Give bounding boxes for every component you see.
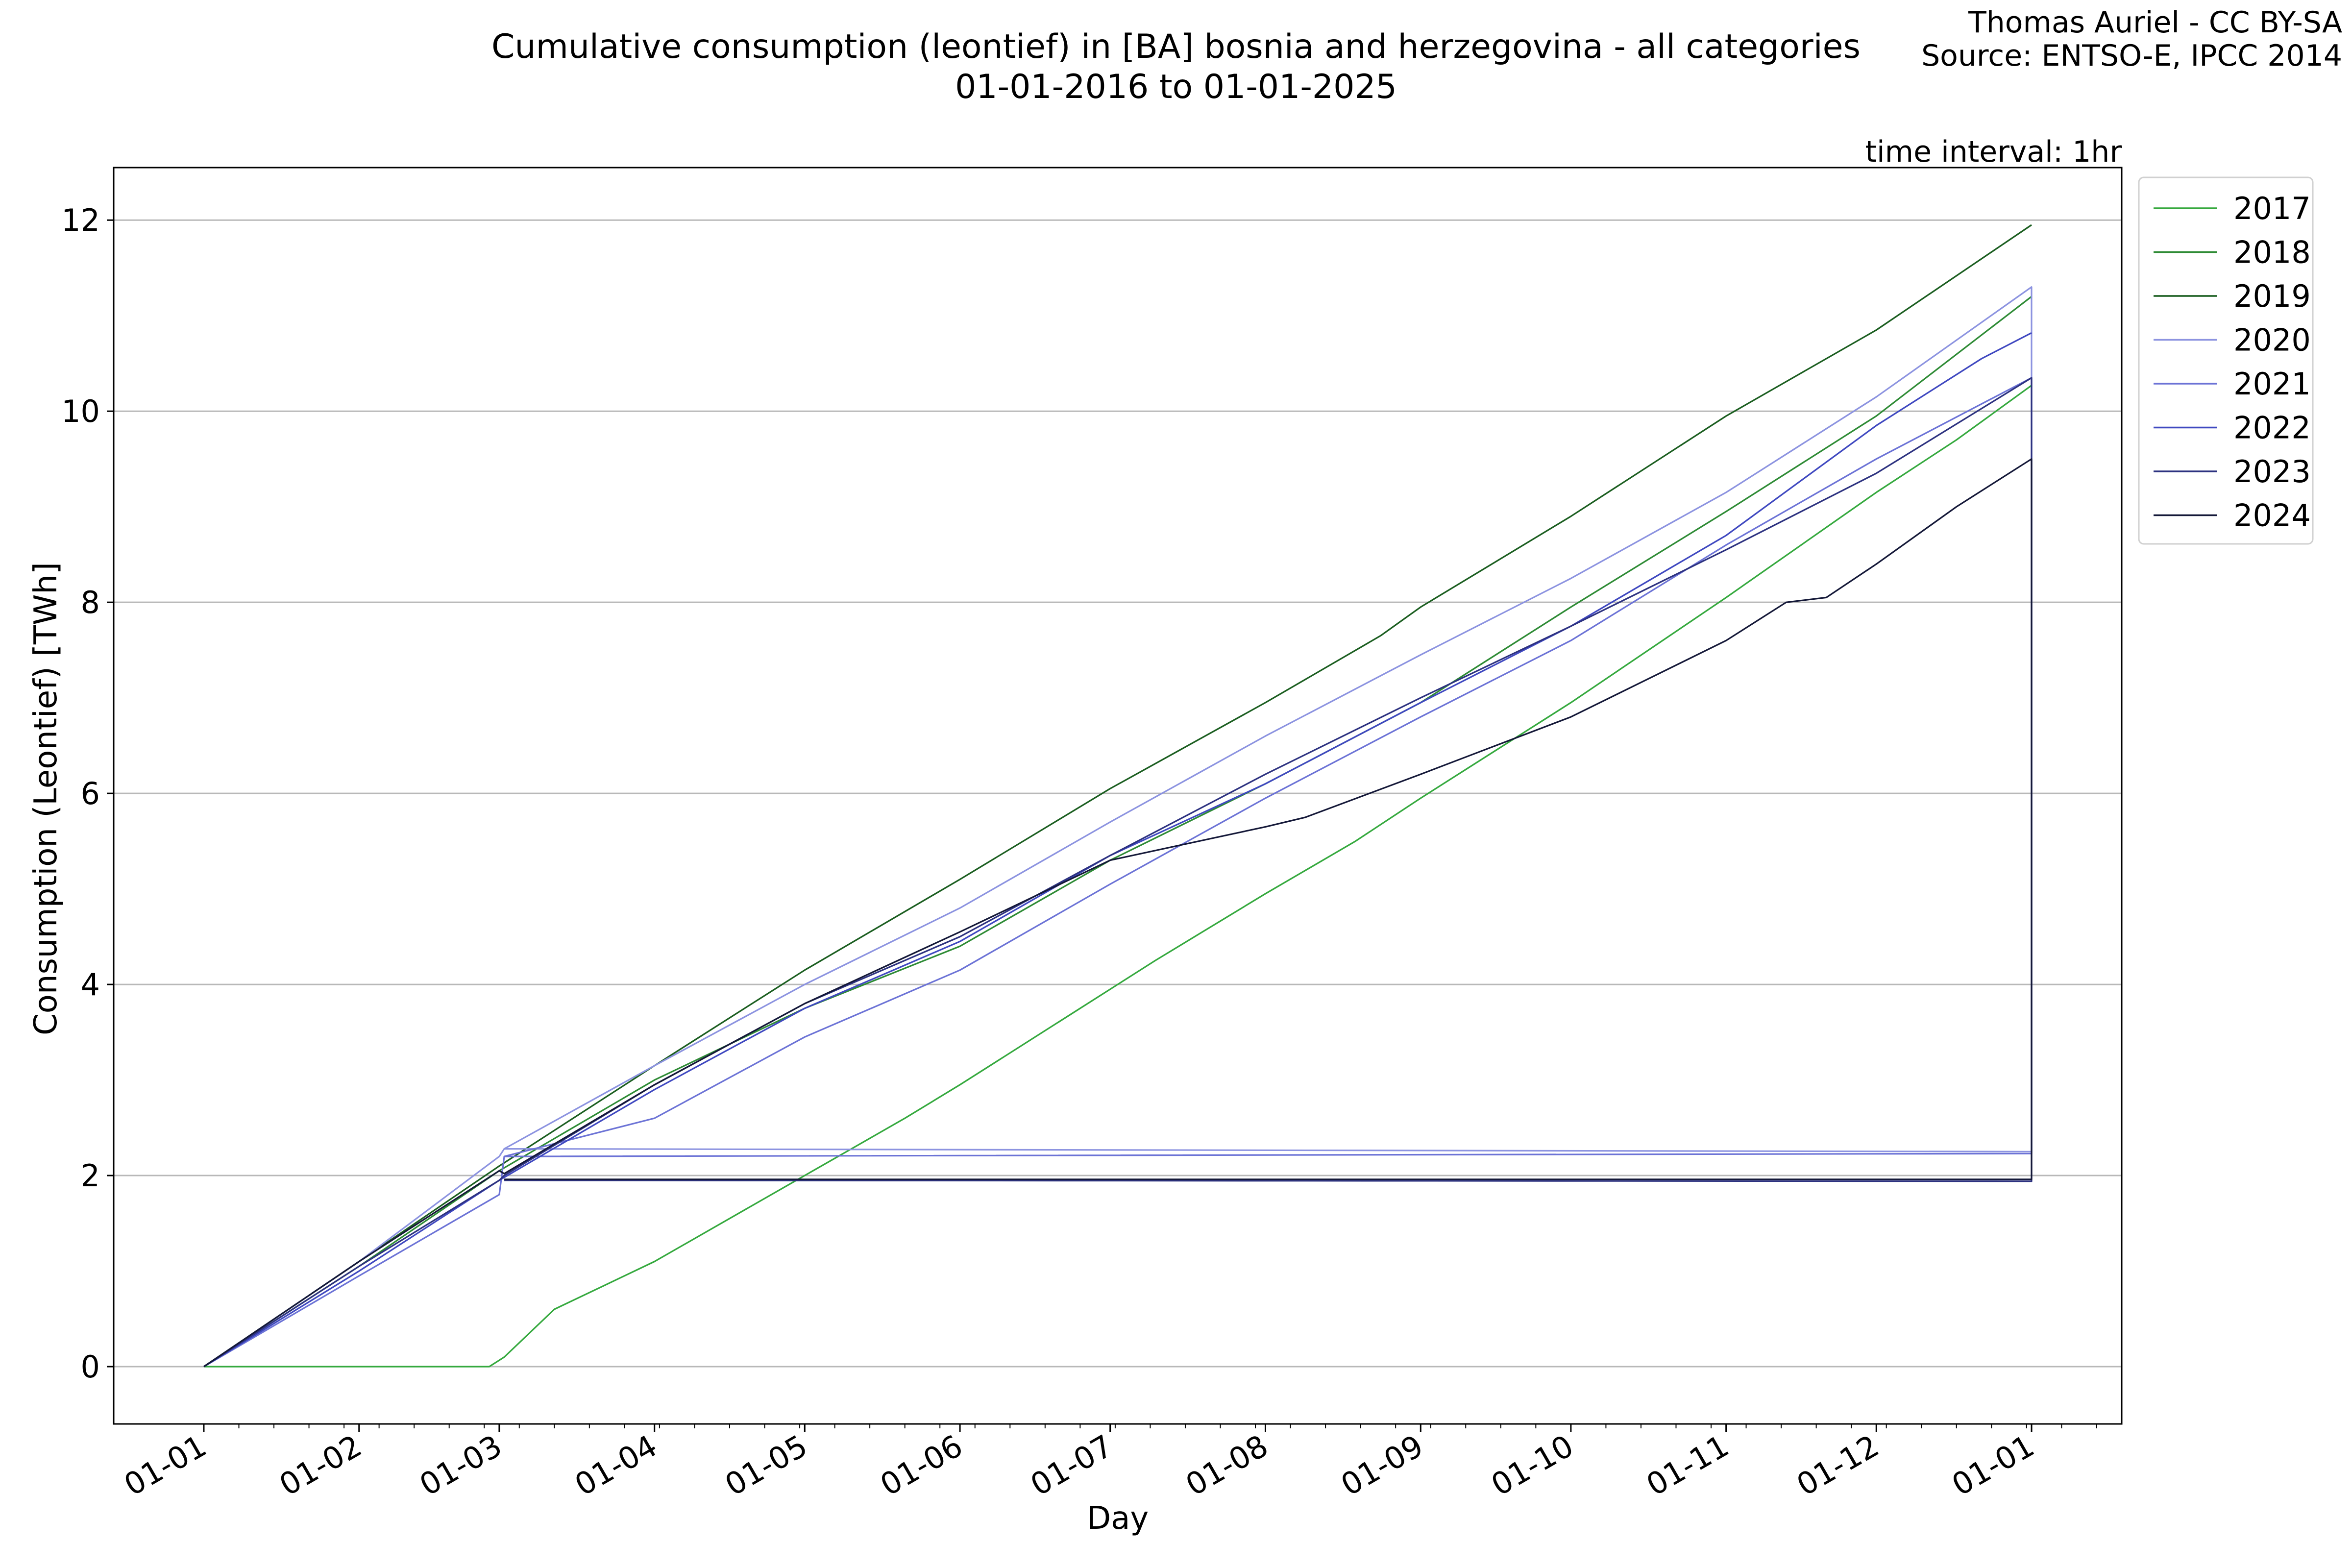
- y-tick-label: 0: [81, 1349, 100, 1385]
- legend-box: [2138, 176, 2314, 545]
- x-tick-label: 01-01: [1946, 1428, 2040, 1503]
- grid-lines: [114, 219, 2122, 1368]
- x-tick-label: 01-04: [569, 1428, 663, 1503]
- legend-label-2024: 2024: [2233, 498, 2311, 534]
- time-interval-note: time interval: 1hr: [1865, 135, 2122, 169]
- series-line-2019: [203, 224, 2032, 1368]
- series-line-2022: [203, 332, 2032, 1368]
- x-tick-label: 01-11: [1641, 1428, 1735, 1503]
- x-tick-label: 01-09: [1335, 1428, 1429, 1503]
- y-axis-label: Consumption (Leontief) [TWh]: [28, 562, 64, 1035]
- x-tick-label: 01-08: [1179, 1428, 1274, 1503]
- legend-label-2020: 2020: [2233, 322, 2311, 358]
- y-tick-label: 12: [61, 202, 100, 238]
- legend-label-2019: 2019: [2233, 278, 2311, 314]
- y-tick-label: 6: [81, 776, 100, 811]
- series-line-2020: [203, 286, 2033, 1368]
- series-line-2024: [203, 458, 2033, 1368]
- x-tick-label: 01-07: [1025, 1428, 1119, 1503]
- x-tick-label: 01-06: [874, 1428, 969, 1503]
- x-axis-label: Day: [1087, 1500, 1149, 1537]
- x-tick-label: 01-05: [719, 1428, 813, 1503]
- x-tick-label: 01-10: [1485, 1428, 1580, 1503]
- legend-label-2021: 2021: [2233, 366, 2311, 402]
- chart-title: Cumulative consumption (leontief) in [BA…: [491, 27, 1861, 66]
- legend: 2017 2018 2019 2020 2021 2022 2023 2024: [2138, 176, 2314, 545]
- credit-source: Source: ENTSO-E, IPCC 2014: [1921, 39, 2342, 73]
- legend-label-2018: 2018: [2233, 235, 2311, 270]
- y-axis-ticks: 0 2 4 6 8 10 12: [61, 202, 114, 1385]
- credit-author: Thomas Auriel - CC BY-SA: [1968, 5, 2342, 40]
- plot-area-frame: [113, 167, 2123, 1425]
- x-tick-label: 01-12: [1790, 1428, 1885, 1503]
- series-line-2023: [203, 377, 2033, 1368]
- chart-subtitle: 01-01-2016 to 01-01-2025: [955, 68, 1397, 106]
- legend-label-2023: 2023: [2233, 454, 2311, 490]
- legend-label-2017: 2017: [2233, 191, 2311, 226]
- y-tick-label: 2: [81, 1158, 100, 1194]
- y-tick-label: 4: [81, 967, 100, 1003]
- x-tick-label: 01-01: [118, 1428, 213, 1503]
- series-line-2021: [203, 377, 2033, 1368]
- series-line-2017: [204, 385, 2032, 1368]
- legend-label-2022: 2022: [2233, 410, 2311, 446]
- x-tick-label: 01-03: [414, 1428, 508, 1503]
- y-tick-label: 10: [61, 393, 100, 429]
- x-tick-label: 01-02: [273, 1428, 368, 1503]
- x-axis-ticks: 01-01 01-02 01-03 01-04 01-05 01-06 01-07 01-08…: [118, 1424, 2097, 1503]
- y-tick-label: 8: [81, 585, 100, 620]
- series-lines: [203, 224, 2033, 1368]
